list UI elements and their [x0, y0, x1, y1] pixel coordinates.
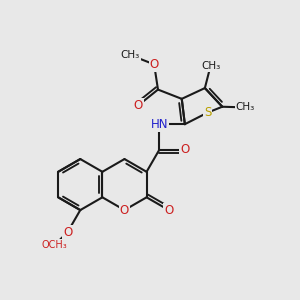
Text: OCH₃: OCH₃ — [42, 240, 68, 250]
Text: O: O — [120, 204, 129, 217]
Text: O: O — [164, 204, 173, 217]
Text: CH₃: CH₃ — [201, 61, 220, 71]
Text: S: S — [204, 106, 211, 119]
Text: O: O — [63, 226, 72, 239]
Text: O: O — [149, 58, 159, 71]
Text: CH₃: CH₃ — [121, 50, 140, 60]
Text: HN: HN — [151, 118, 168, 131]
Text: CH₃: CH₃ — [236, 102, 255, 112]
Text: O: O — [180, 143, 190, 156]
Text: O: O — [134, 99, 143, 112]
